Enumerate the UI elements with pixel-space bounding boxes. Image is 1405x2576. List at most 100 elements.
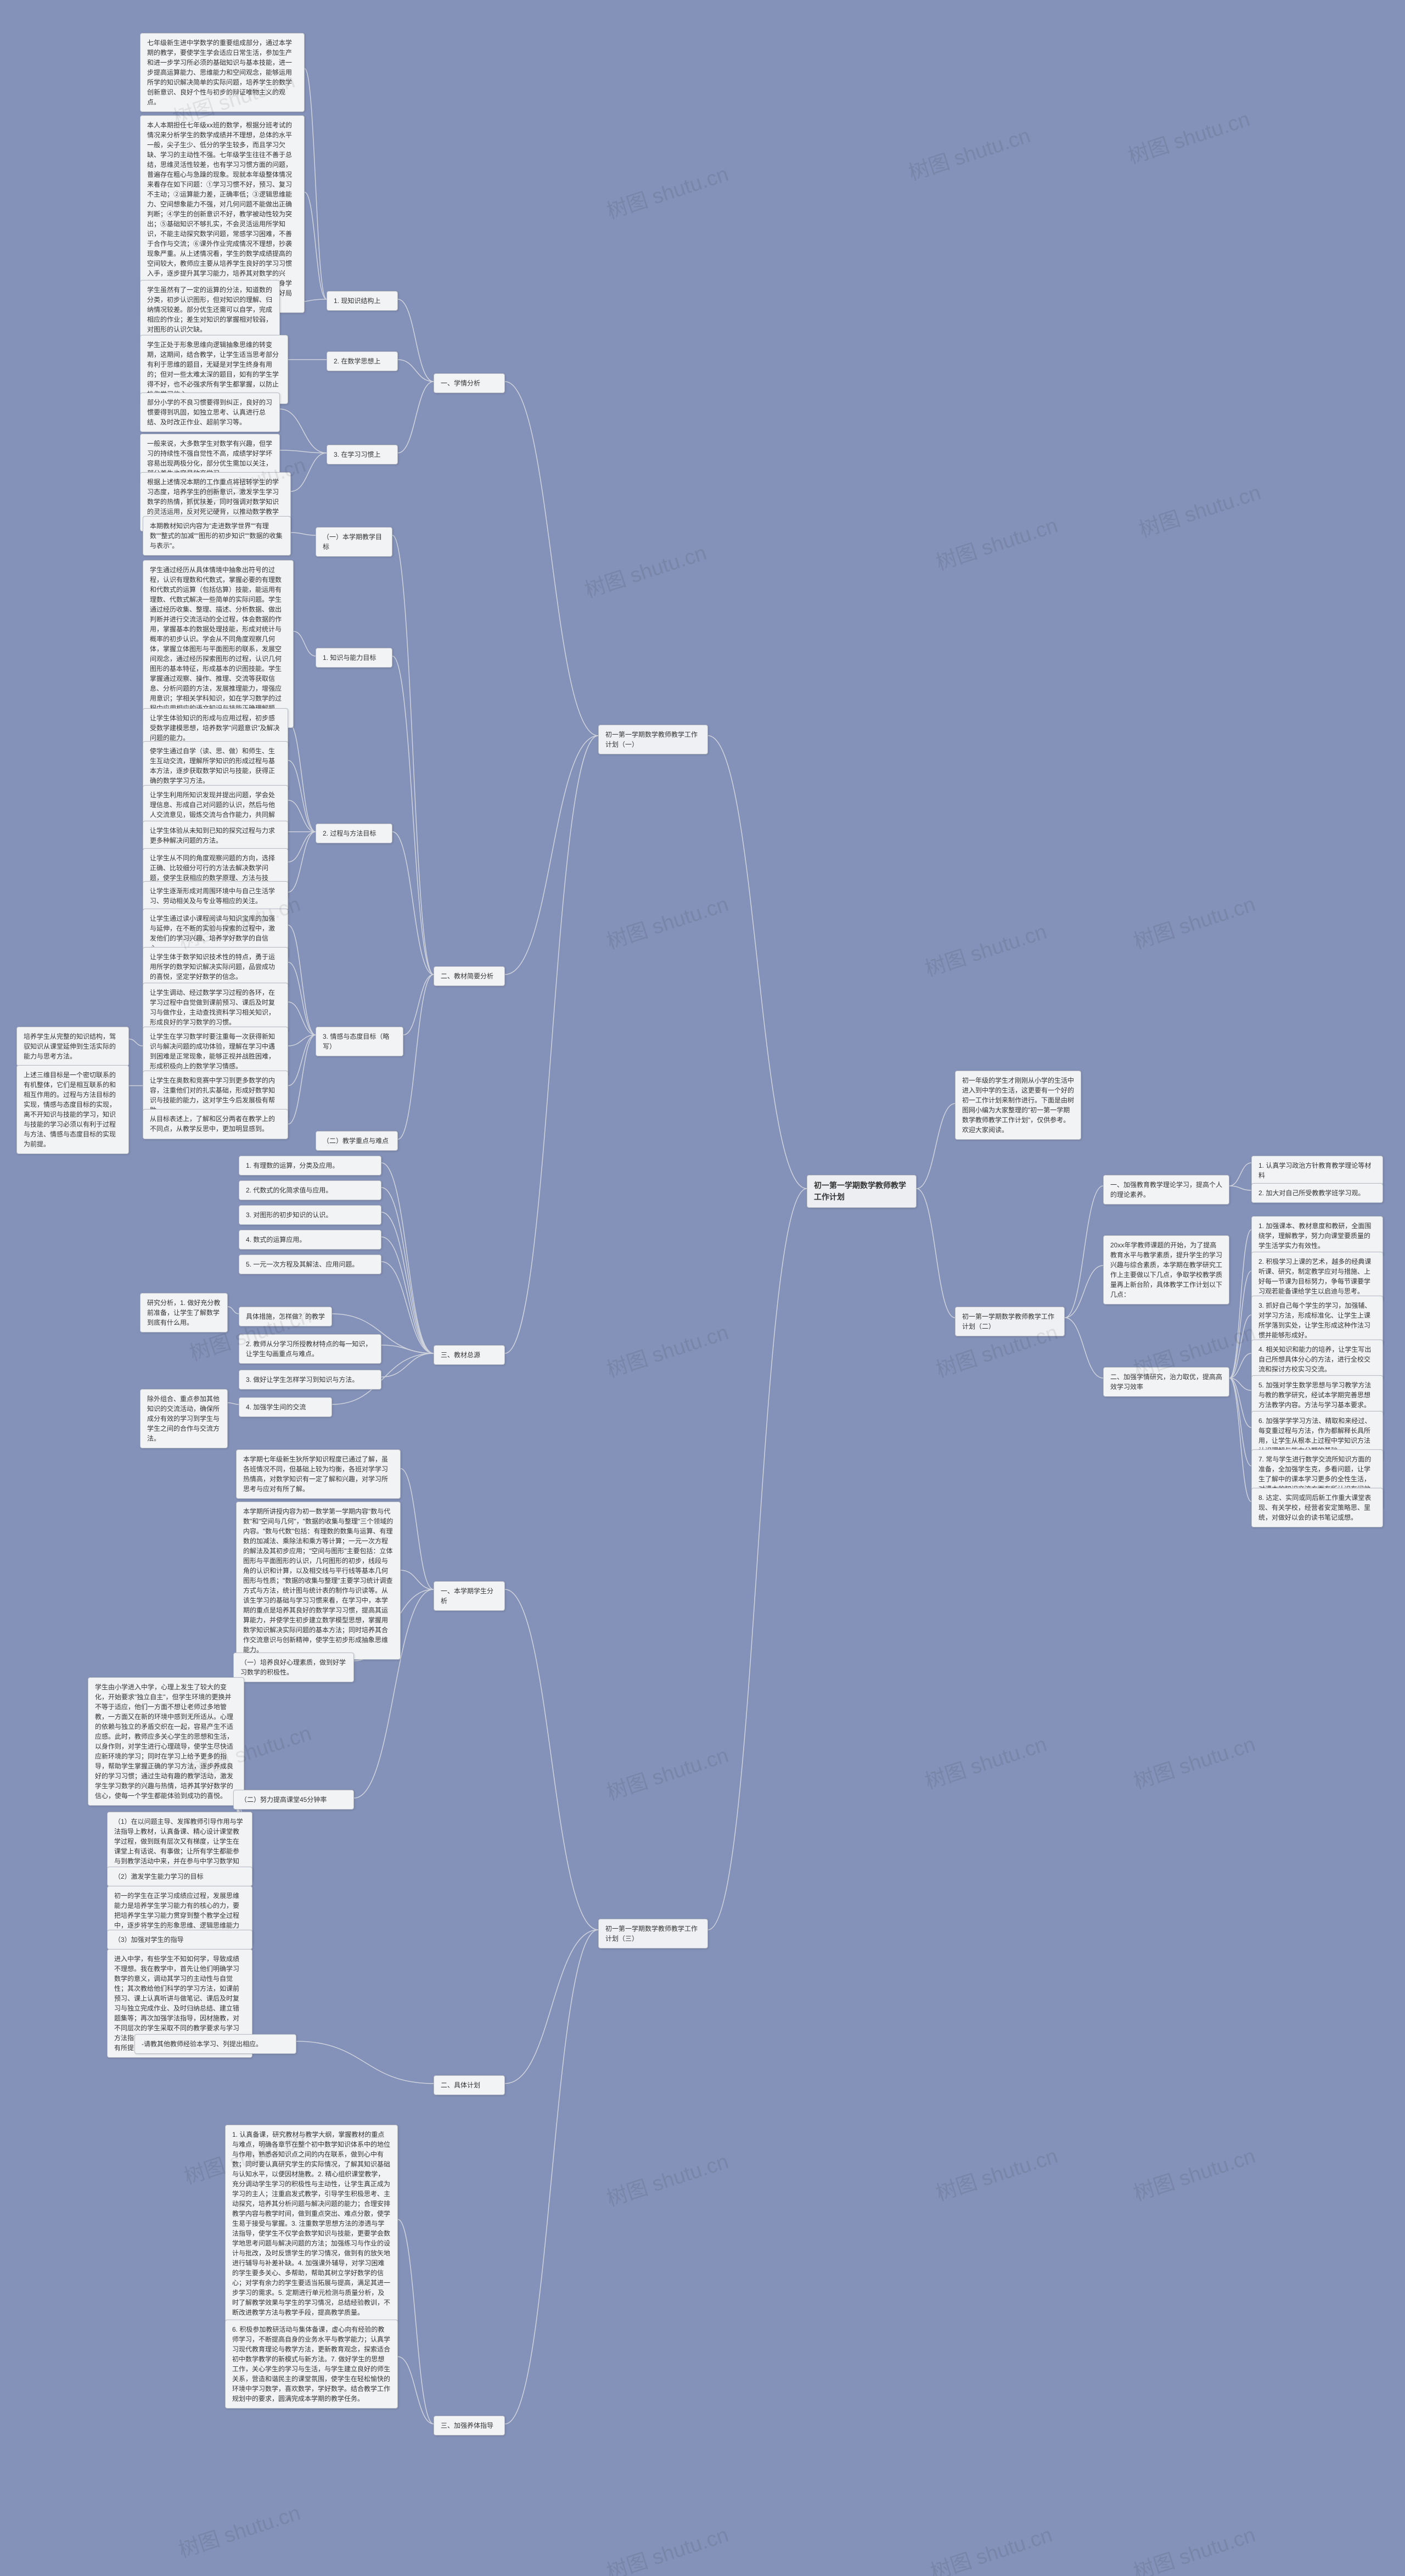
node-p2b2[interactable]: 2. 积极学习上课的艺术，越多的经典课听课、研究，制定教学应对与措施、上好每一节…	[1251, 1252, 1383, 1301]
node-label: 培养学生从完整的知识结构，驾驭知识从课堂延伸到生活实际的能力与思考方法。	[24, 1033, 116, 1060]
node-p1b3t4[interactable]: 让学生在学习数学时要注重每一次获得新知识与解决问题的成功体验，理解在学习中遇到困…	[143, 1027, 288, 1076]
node-label: 初一第一学期数学教师教学工作计划	[814, 1181, 906, 1201]
mindmap-canvas: 初一第一学期数学教师教学工作计划 初一年级的学生才刚刚从小学的生活中进入到中学的生…	[0, 0, 1405, 2576]
node-label: 让学生在奥数和竞赛中学习到更多数学的内容，注重他们对的扎实基础，形成好数学知识与…	[150, 1077, 275, 1114]
node-p1b3t6[interactable]: 从目标表述上，了解和区分两者在教学上的不同点，从教学反思中，更加明显感到。	[143, 1109, 288, 1139]
node-p3b1[interactable]: -请教其他教师经验本学习、列提出相应。	[134, 2034, 296, 2054]
node-label: （一）本学期教学目标	[323, 533, 382, 551]
node-p1a1t1[interactable]: 七年级新生进中学数学的重要组成部分，通过本学期的教学，要使学生学会适应日常生活，…	[140, 33, 305, 112]
node-p1b0t[interactable]: 本期教材知识内容为"走进数学世界""有理数""整式的加减""图形的初步知识""数…	[143, 516, 291, 556]
node-p1b2t2[interactable]: 使学生通过自学（读、思、做）和师生、生生互动交流，理解所学知识的形成过程与基本方…	[143, 741, 288, 791]
node-p1c[interactable]: 三、教材总源	[434, 1345, 505, 1365]
node-p1c6[interactable]: 具体措施，怎样做？的教学	[239, 1307, 332, 1326]
node-label: 让学生逐渐形成对周围环境中与自己生活学习、劳动相关及与专业等相应的关注。	[150, 887, 275, 905]
node-label: 1. 认真备课，研究教材与教学大纲，掌握教材的重点与难点，明确各章节在整个初中数…	[232, 2131, 390, 2316]
node-label: 一、学情分析	[441, 379, 480, 387]
watermark: 树图 shutu.cn	[1129, 1727, 1258, 1795]
node-p3[interactable]: 初一第一学期数学教师教学工作计划（三）	[598, 1919, 708, 1948]
node-p2[interactable]: 初一第一学期数学教师教学工作计划（二）	[955, 1307, 1065, 1336]
node-label: 20xx年学教师课题的开始，为了提高教育水平与教学素质，提升学生的学习兴趣与综合…	[1110, 1241, 1222, 1298]
node-label: 部分小学的不良习惯要得到纠正，良好的习惯要得到巩固，如独立思考、认真进行总结、及…	[147, 399, 272, 426]
node-label: 4. 相关知识和能力的培养，让学生写出自己所想具体分心的方法，进行全校交流和探讨…	[1258, 1346, 1371, 1373]
node-label: 3. 情感与态度目标（略写）	[323, 1033, 389, 1050]
node-p1c9[interactable]: 4. 加强学生间的交流	[239, 1397, 332, 1417]
node-root[interactable]: 初一第一学期数学教师教学工作计划	[807, 1175, 917, 1208]
node-p1c7[interactable]: 2. 教师从分学习所授教材特点的每一知识，让学生勾画重点与难点。	[239, 1334, 381, 1364]
node-p1b3t3[interactable]: 让学生调动、经过数学学习过程的各环，在学习过程中自觉做到课前预习、课后及时复习与…	[143, 983, 288, 1032]
node-p1b1[interactable]: 1. 知识与能力目标	[316, 648, 392, 668]
node-label: 4. 加强学生间的交流	[246, 1403, 306, 1411]
node-p1b1t[interactable]: 学生通过经历从具体情境中抽象出符号的过程，认识有理数和代数式，掌握必要的有理数和…	[143, 560, 294, 728]
node-p1b3t2[interactable]: 让学生体于数学知识技术性的特点，勇于运用所学的数学知识解决实际问题，品尝成功的喜…	[143, 947, 288, 987]
node-p3c[interactable]: 三、加强养体指导	[434, 2416, 505, 2435]
node-p3c1[interactable]: 1. 认真备课，研究教材与教学大纲，掌握教材的重点与难点，明确各章节在整个初中数…	[225, 2125, 398, 2322]
node-p1b2[interactable]: 2. 过程与方法目标	[316, 824, 392, 843]
watermark: 树图 shutu.cn	[926, 2518, 1055, 2576]
node-p1c2[interactable]: 2. 代数式的化简求值与应用。	[239, 1180, 381, 1200]
node-p1a[interactable]: 一、学情分析	[434, 373, 505, 393]
node-p2b4[interactable]: 4. 相关知识和能力的培养，让学生写出自己所想具体分心的方法，进行全校交流和探讨…	[1251, 1340, 1383, 1379]
node-p2b8[interactable]: 8. 达定、实同或同后新工作重大课堂表现、有关学校，经营者安定策略思、里统，对做…	[1251, 1488, 1383, 1527]
node-p1c3[interactable]: 3. 对图形的初步知识的认识。	[239, 1205, 381, 1225]
node-label: 一、加强教育教学理论学习，提高个人的理论素养。	[1110, 1181, 1222, 1199]
node-p1b3[interactable]: 3. 情感与态度目标（略写）	[316, 1027, 403, 1056]
node-p1c5[interactable]: 5. 一元一次方程及其解法、应用问题。	[239, 1255, 381, 1274]
node-p1c1[interactable]: 1. 有理数的运算，分类及应用。	[239, 1156, 381, 1175]
node-label: 二、加强学情研究，治力取优，提高高效学习效率	[1110, 1373, 1222, 1391]
node-label: 2. 积极学习上课的艺术，越多的经典课听课、研究，制定教学应对与措施、上好每一节…	[1258, 1258, 1371, 1295]
node-p2a2[interactable]: 2. 加大对自己所受教教学班学习观。	[1251, 1183, 1383, 1203]
node-label: 三、加强养体指导	[441, 2422, 493, 2429]
node-label: 三、教材总源	[441, 1351, 480, 1359]
node-p3a2[interactable]: 本学期所讲授内容为初一数学第一学期内容"数与代数"和"空间与几何"，"数据的收集…	[236, 1502, 401, 1660]
node-p1b4[interactable]: （二）教学重点与难点	[316, 1131, 398, 1151]
node-p1b0[interactable]: （一）本学期教学目标	[316, 527, 392, 557]
node-p3b[interactable]: 二、具体计划	[434, 2075, 505, 2095]
node-p1a1[interactable]: 1. 现知识结构上	[327, 291, 398, 311]
node-p1c9a[interactable]: 除外组合、重点参加其他知识的交流活动，确保所成分有效的学习到学生与学生之间的合作…	[140, 1389, 228, 1448]
node-label: 研究分析，1. 做好充分教前准备，让学生了解数学到底有什么用。	[147, 1299, 220, 1326]
node-p1b3t4a[interactable]: 培养学生从完整的知识结构，驾驭知识从课堂延伸到生活实际的能力与思考方法。	[16, 1027, 129, 1066]
node-p1c4[interactable]: 4. 数式的运算应用。	[239, 1230, 381, 1250]
node-p1b2t6[interactable]: 让学生逐渐形成对周围环境中与自己生活学习、劳动相关及与专业等相应的关注。	[143, 881, 288, 911]
node-intro[interactable]: 初一年级的学生才刚刚从小学的生活中进入到中学的生活，这更要有一个好的初一工作计划…	[955, 1071, 1081, 1140]
node-p1a3t1[interactable]: 部分小学的不良习惯要得到纠正，良好的习惯要得到巩固，如独立思考、认真进行总结、及…	[140, 393, 280, 432]
node-p1a2[interactable]: 2. 在数学思想上	[327, 351, 398, 371]
watermark: 树图 shutu.cn	[1129, 2518, 1258, 2576]
node-p2a1[interactable]: 1. 认真学习政治方针教育教学理论等材料	[1251, 1156, 1383, 1185]
node-p2b3[interactable]: 3. 抓好自己每个学生的学习，加强辅、对学习方法，形成标准化、让学生上课所学落到…	[1251, 1296, 1383, 1345]
node-p1a1t3[interactable]: 学生虽然有了一定的运算的分法，知道数的分类，初步认识图形，但对知识的理解、归纳情…	[140, 280, 280, 339]
node-p1b3t5a[interactable]: 上述三维目标是一个密切联系的有机整体，它们是相互联系的和相互作用的。过程与方法目…	[16, 1065, 129, 1154]
node-p3c2[interactable]: 6. 积极参加教研活动与集体备课，虚心向有经验的教师学习，不断提高自身的业务水平…	[225, 2320, 398, 2409]
node-p3a3[interactable]: （一）培养良好心理素质，做到好学习数学的积极性。	[233, 1653, 354, 1682]
node-p2b5[interactable]: 5. 加强对学生数学思想与学习教学方法与教的教学研究，经试本学期完善思想方法教学…	[1251, 1375, 1383, 1415]
node-label: 3. 对图形的初步知识的认识。	[246, 1211, 332, 1219]
node-label: （3）加强对学生的指导	[114, 1936, 184, 1944]
node-label: 本人本期担任七年级xx班的数学，根据分班考试的情况来分析学生的数学成绩并不理想，…	[147, 121, 292, 307]
node-p3a4t3[interactable]: （3）加强对学生的指导	[107, 1930, 252, 1950]
watermark: 树图 shutu.cn	[602, 1315, 732, 1383]
node-p2a[interactable]: 一、加强教育教学理论学习，提高个人的理论素养。	[1103, 1175, 1229, 1205]
node-p3a4[interactable]: （二）努力提高课堂45分钟率	[233, 1790, 354, 1810]
node-label: 2. 在数学思想上	[334, 357, 380, 365]
node-p2b1[interactable]: 1. 加强课本、教材意度和教研，全面围绕学，理解教学，努力向课堂要质量的学生活学…	[1251, 1216, 1383, 1256]
node-label: 让学生调动、经过数学学习过程的各环，在学习过程中自觉做到课前预习、课后及时复习与…	[150, 989, 275, 1026]
node-p1b2t4[interactable]: 让学生体验从未知到已知的探究过程与力求更多种解决问题的方法。	[143, 821, 288, 850]
node-label: 让学生通过读小课程阅读与知识宝库的加强与延伸，在不断的实验与探索的过程中，激发他…	[150, 915, 275, 952]
node-p1c6a[interactable]: 研究分析，1. 做好充分教前准备，让学生了解数学到底有什么用。	[140, 1293, 228, 1332]
node-p3a1[interactable]: 本学期七年级新生狄所学知识程度已通过了解，虽各班情况不同，但基础上较为均衡，各班…	[236, 1449, 401, 1499]
node-p1b[interactable]: 二、教材简要分析	[434, 966, 505, 986]
node-label: 本期教材知识内容为"走进数学世界""有理数""整式的加减""图形的初步知识""数…	[150, 522, 283, 550]
watermark: 树图 shutu.cn	[931, 508, 1061, 576]
watermark: 树图 shutu.cn	[931, 2139, 1061, 2207]
watermark: 树图 shutu.cn	[602, 2144, 732, 2212]
node-p1a3[interactable]: 3. 在学习习惯上	[327, 445, 398, 464]
node-p1c8[interactable]: 3. 做好让学生怎样学习到知识与方法。	[239, 1370, 381, 1390]
node-label: 6. 积极参加教研活动与集体备课，虚心向有经验的教师学习，不断提高自身的业务水平…	[232, 2326, 390, 2403]
node-p3a4t2[interactable]: （2）激发学生能力学习的目标	[107, 1867, 252, 1886]
node-p2bt[interactable]: 20xx年学教师课题的开始，为了提高教育水平与教学素质，提升学生的学习兴趣与综合…	[1103, 1235, 1229, 1304]
node-p3a3t[interactable]: 学生由小学进入中学，心理上发生了较大的变化，开始要求"独立自主"，但学生环境的更…	[88, 1677, 244, 1806]
node-p3a[interactable]: 一、本学期学生分析	[434, 1581, 505, 1611]
watermark: 树图 shutu.cn	[920, 1727, 1050, 1795]
node-p2b[interactable]: 二、加强学情研究，治力取优，提高高效学习效率	[1103, 1367, 1229, 1397]
node-p1[interactable]: 初一第一学期数学教师教学工作计划（一）	[598, 725, 708, 754]
